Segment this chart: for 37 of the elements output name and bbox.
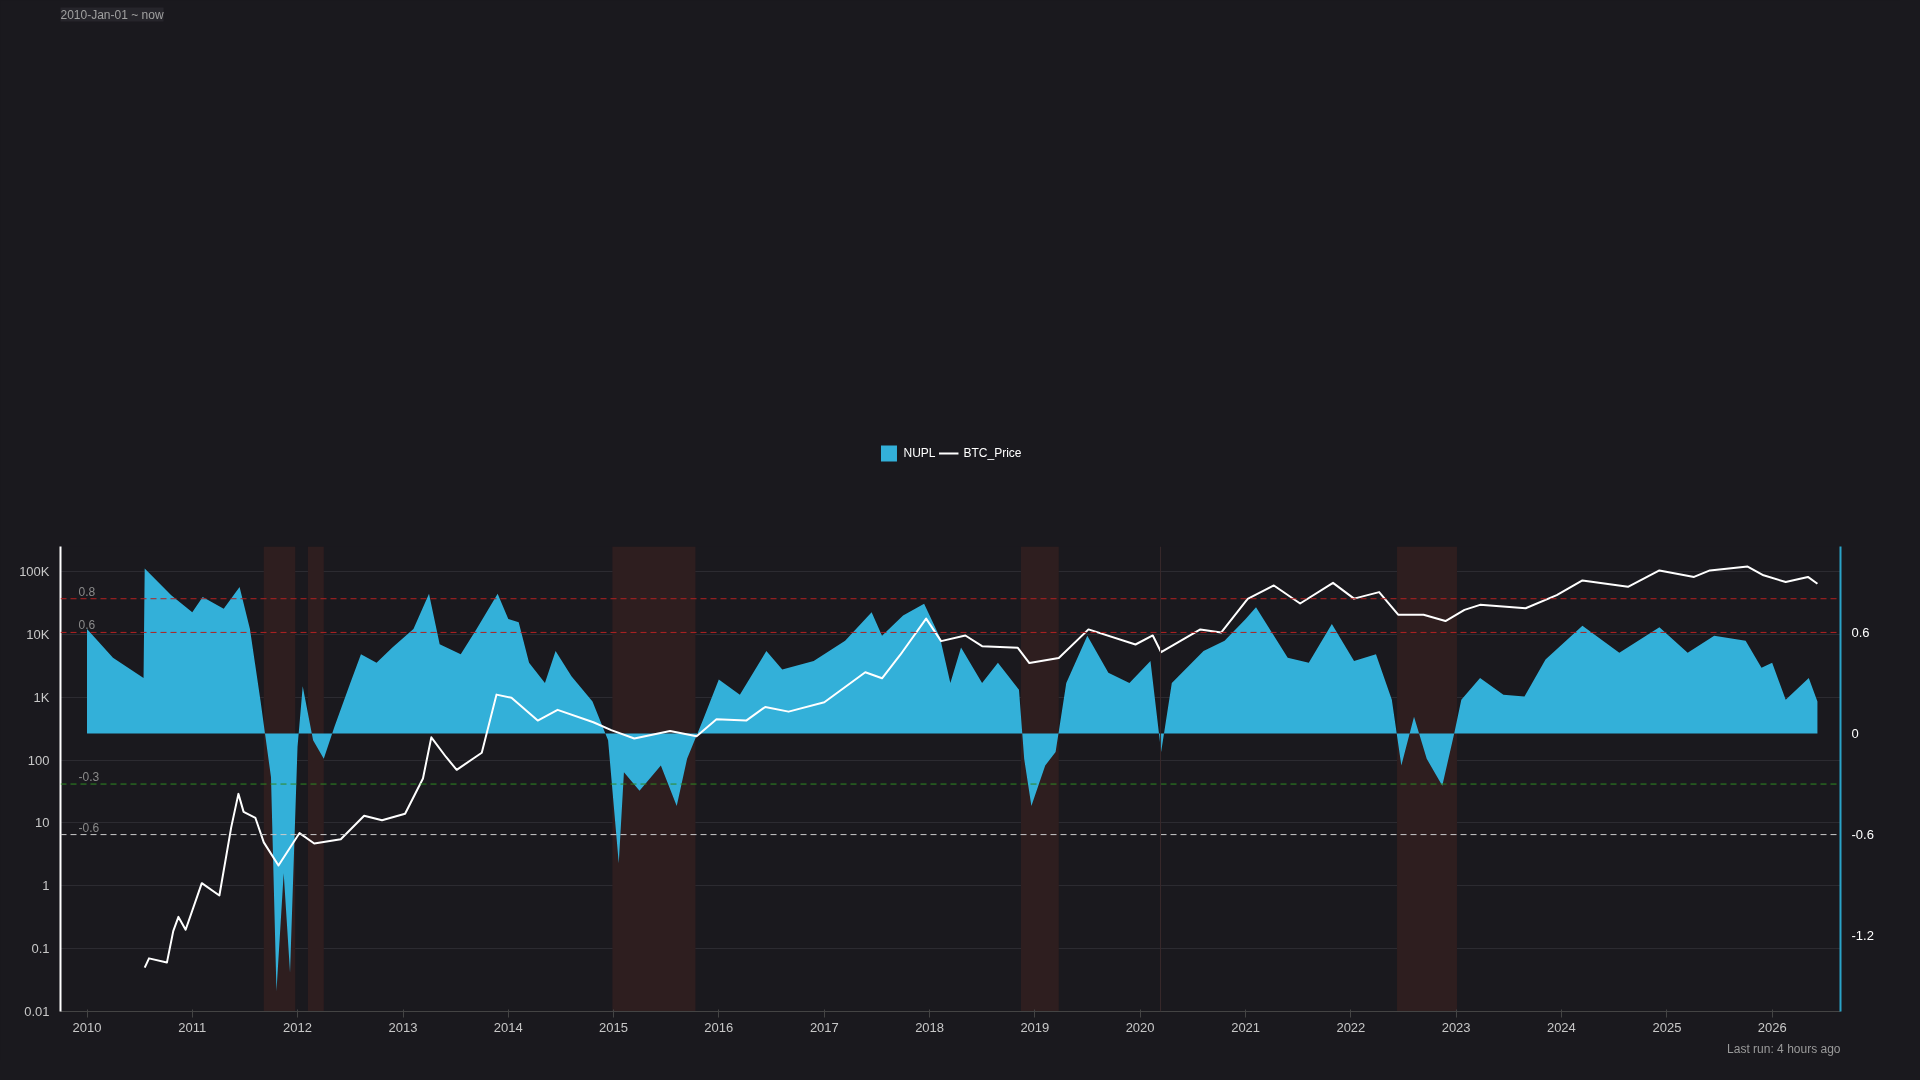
x-tick-label: 2024: [1546, 1019, 1576, 1035]
y-tick-label: 1K: [33, 689, 50, 705]
x-tick-label: 2014: [493, 1019, 523, 1035]
x-tick-label: 2016: [704, 1019, 734, 1035]
x-tick-label: 2021: [1231, 1019, 1261, 1035]
x-tick-label: 2022: [1336, 1019, 1366, 1035]
y-tick-label: 0.1: [31, 941, 50, 957]
x-tick-label: 2017: [809, 1019, 839, 1035]
x-tick-label: 2012: [283, 1019, 312, 1035]
y-tick-label: 100K: [19, 564, 50, 580]
legend-label: NUPL: [903, 445, 936, 460]
y2-tick-label: -0.6: [1851, 827, 1874, 843]
y-tick-label: 10K: [26, 626, 50, 642]
x-tick-label: 2018: [915, 1019, 945, 1035]
x-tick-label: 2026: [1757, 1019, 1787, 1035]
x-tick-label: 2013: [388, 1019, 418, 1035]
y2-tick-label: 0: [1851, 726, 1859, 742]
x-tick-label: 2020: [1125, 1019, 1155, 1035]
y2-tick-label: -1.2: [1851, 928, 1874, 944]
x-tick-label: 2010: [72, 1019, 102, 1035]
x-tick-label: 2023: [1441, 1019, 1471, 1035]
ref-line-label: 0.6: [78, 618, 96, 633]
y-tick-label: 10: [35, 815, 50, 831]
ref-line-label: 0.8: [78, 584, 96, 599]
x-tick-label: 2011: [178, 1019, 207, 1035]
x-tick-label: 2025: [1652, 1019, 1682, 1035]
y-tick-label: 1: [42, 878, 50, 894]
text: 2010-Jan-01 ~ now: [60, 7, 164, 22]
text: Last run: 4 hours ago: [1727, 1041, 1841, 1056]
x-tick-label: 2019: [1020, 1019, 1050, 1035]
ref-line-label: -0.6: [78, 820, 100, 835]
y2-tick-label: 0.6: [1851, 624, 1870, 640]
legend-label: BTC_Price: [963, 445, 1022, 460]
x-tick-label: 2015: [599, 1019, 629, 1035]
y-tick-label: 0.01: [24, 1004, 50, 1019]
ref-line-label: -0.3: [78, 770, 100, 785]
y-tick-label: 100: [27, 752, 50, 768]
